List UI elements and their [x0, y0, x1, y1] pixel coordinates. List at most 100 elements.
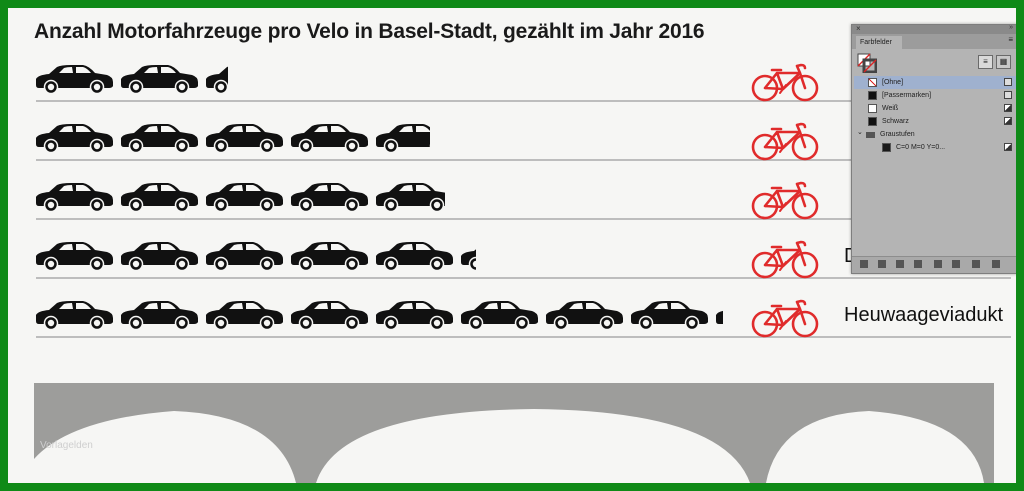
- swatch-chip: [882, 143, 891, 152]
- car-icon: [291, 124, 368, 153]
- car-icon: [121, 301, 198, 330]
- cloud-icon[interactable]: [914, 260, 922, 268]
- swatch-chip: [868, 104, 877, 113]
- bridge-illustration: [34, 383, 994, 483]
- car-icon: [376, 242, 453, 271]
- car-icon: [36, 65, 113, 94]
- car-icon: [36, 242, 113, 271]
- car-icon: [121, 183, 198, 212]
- car-icon: [121, 65, 198, 94]
- registration-icon: [1004, 91, 1012, 99]
- car-icon: [36, 183, 113, 212]
- row-baseline: [36, 159, 851, 161]
- swatch-item[interactable]: C=0 M=0 Y=0...: [854, 141, 1016, 154]
- car-icon: [206, 242, 283, 271]
- grid-view-icon[interactable]: ▦: [996, 55, 1011, 69]
- car-icon: [206, 124, 283, 153]
- car-icon-partial: [205, 66, 229, 94]
- folder-icon[interactable]: [952, 260, 960, 268]
- chart-frame: Anzahl Motorfahrzeuge pro Velo in Basel-…: [8, 8, 1016, 483]
- no-print-icon: [1004, 78, 1012, 86]
- swatch-chip: [868, 78, 877, 87]
- car-icon-partial: [375, 183, 446, 212]
- new-swatch-group-icon[interactable]: [934, 260, 942, 268]
- swatch-chip: [868, 91, 877, 100]
- car-icon: [36, 124, 113, 153]
- car-icon: [291, 242, 368, 271]
- swatch-item[interactable]: [Ohne]: [854, 76, 1016, 89]
- bicycle-icon: [751, 122, 819, 161]
- car-icon: [206, 183, 283, 212]
- car-icon: [121, 124, 198, 153]
- cc-library-icon[interactable]: [896, 260, 904, 268]
- row-baseline: [36, 218, 851, 220]
- color-group-icon[interactable]: [878, 260, 886, 268]
- swatch-name: [Passermarken]: [882, 92, 932, 99]
- bicycle-icon: [751, 63, 819, 102]
- car-icon-partial: [460, 249, 476, 271]
- row-baseline: [36, 100, 851, 102]
- process-color-icon: [1004, 104, 1012, 112]
- tab-farbfelder[interactable]: Farbfelder: [856, 36, 902, 49]
- row-baseline: [36, 277, 1011, 279]
- swatch-chip: [868, 117, 877, 126]
- car-icon: [546, 301, 623, 330]
- car-icon: [291, 301, 368, 330]
- expand-icon[interactable]: ⌄: [857, 129, 863, 136]
- new-swatch-icon[interactable]: [972, 260, 980, 268]
- trash-icon[interactable]: [992, 260, 1000, 268]
- row-baseline: [36, 336, 1011, 338]
- car-icon: [461, 301, 538, 330]
- pictogram-row: [8, 48, 1016, 108]
- swatch-name: Weiß: [882, 105, 899, 112]
- car-icon-partial: [375, 124, 430, 153]
- car-icon-partial: [715, 310, 723, 324]
- pictogram-row: [8, 166, 1016, 226]
- car-icon: [36, 301, 113, 330]
- swatch-name: C=0 M=0 Y=0...: [896, 144, 946, 151]
- swatch-name: Schwarz: [882, 118, 909, 125]
- pictogram-row: [8, 107, 1016, 167]
- swatch-name: Graustufen: [880, 131, 915, 138]
- car-group: [8, 225, 768, 279]
- car-icon: [206, 301, 283, 330]
- process-color-icon: [1004, 143, 1012, 151]
- car-icon: [291, 183, 368, 212]
- car-icon: [121, 242, 198, 271]
- show-all-icon[interactable]: [860, 260, 868, 268]
- swatch-item[interactable]: Weiß: [854, 102, 1016, 115]
- panel-tools: ≡ ▦: [852, 49, 1016, 75]
- folder-icon: [866, 132, 875, 138]
- row-label: Heuwaageviadukt: [844, 304, 1003, 326]
- list-view-icon[interactable]: ≡: [978, 55, 993, 69]
- panel-menu-icon[interactable]: ≡: [1008, 35, 1013, 44]
- fill-stroke-icon[interactable]: [857, 53, 877, 73]
- bicycle-icon: [751, 299, 819, 338]
- car-group: [8, 284, 768, 338]
- process-color-icon: [1004, 117, 1012, 125]
- watermark: Vorlagelden: [40, 440, 93, 451]
- panel-bottom-bar: [852, 256, 1016, 273]
- bridge-arches: [34, 383, 994, 483]
- car-icon: [376, 301, 453, 330]
- pictogram-row: Heuwaageviadukt: [8, 284, 1016, 344]
- bicycle-icon: [751, 240, 819, 279]
- chart-title: Anzahl Motorfahrzeuge pro Velo in Basel-…: [34, 20, 705, 43]
- swatch-name: [Ohne]: [882, 79, 904, 86]
- car-group: [8, 166, 768, 220]
- panel-titlebar[interactable]: × »: [852, 24, 1016, 34]
- swatch-item[interactable]: ⌄ Graustufen: [854, 128, 1016, 141]
- swatch-item[interactable]: Schwarz: [854, 115, 1016, 128]
- swatches-panel[interactable]: × » Farbfelder ≡ ≡ ▦ [Ohne] [Passermarken…: [851, 24, 1016, 274]
- collapse-icon[interactable]: »: [1009, 24, 1013, 31]
- car-group: [8, 107, 768, 161]
- bicycle-icon: [751, 181, 819, 220]
- pictogram-row: Dorenbachviadukt: [8, 225, 1016, 285]
- close-icon[interactable]: ×: [856, 24, 861, 33]
- swatch-list: [Ohne] [Passermarken] Weiß Schwarz ⌄ Graustuf…: [854, 76, 1016, 154]
- swatch-item[interactable]: [Passermarken]: [854, 89, 1016, 102]
- pictogram-rows: Dorenbachviadukt Heuwaageviadukt: [8, 8, 1016, 388]
- panel-tabbar: Farbfelder ≡: [852, 34, 1016, 49]
- car-icon: [631, 301, 708, 330]
- car-group: [8, 48, 768, 102]
